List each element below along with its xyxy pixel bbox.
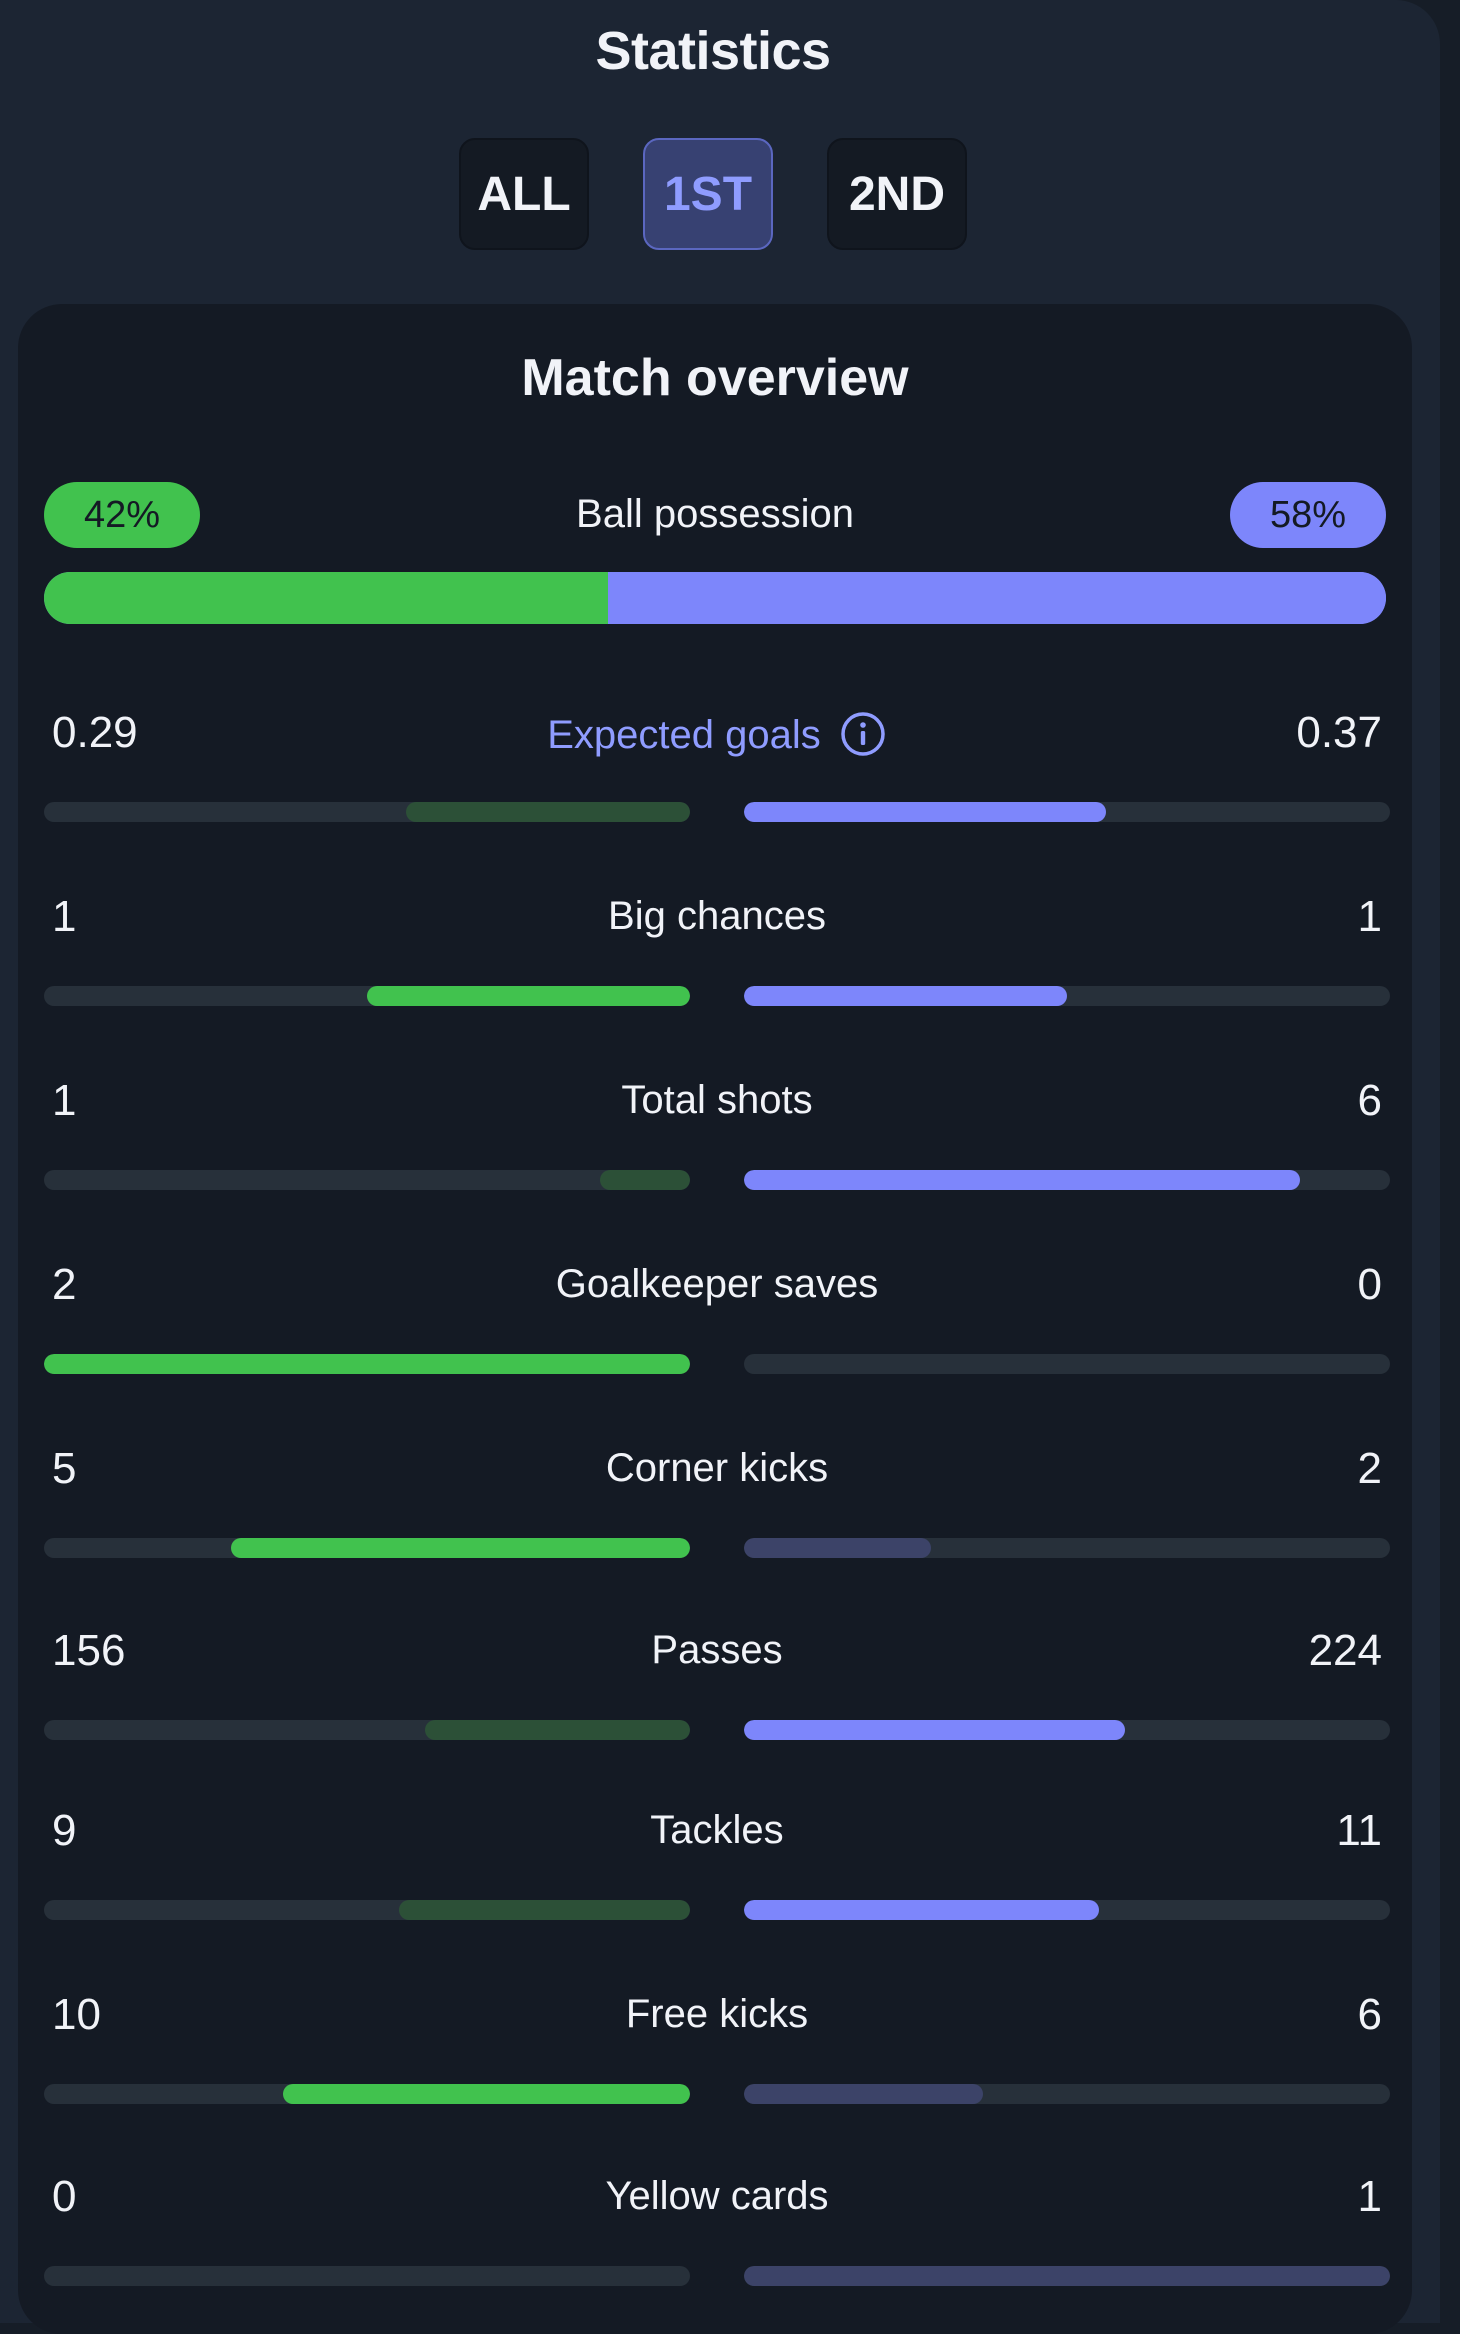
home-bar-track (44, 1538, 690, 1558)
away-value-tackles: 11 (1336, 1806, 1382, 1855)
home-value-total-shots: 1 (52, 1076, 77, 1125)
away-value-passes: 224 (1308, 1626, 1382, 1675)
stat-label-text: Tackles (650, 1808, 784, 1852)
period-tabs: ALL 1ST 2ND (0, 138, 1426, 250)
away-bar-track (744, 986, 1390, 1006)
tab-2nd[interactable]: 2ND (827, 138, 967, 250)
away-value-corner-kicks: 2 (1357, 1444, 1382, 1493)
home-value-yellow-cards: 0 (52, 2172, 77, 2221)
home-possession-badge: 42% (44, 482, 200, 548)
stat-row-yellow-cards: 0 Yellow cards 1 (44, 2172, 1390, 2292)
stat-label-corner-kicks: Corner kicks (44, 1446, 1390, 1491)
stat-label-text: Yellow cards (605, 2174, 829, 2218)
home-value-free-kicks: 10 (52, 1990, 101, 2039)
away-value-big-chances: 1 (1357, 892, 1382, 941)
home-bar-fill (599, 1170, 690, 1190)
away-bar-track (744, 1170, 1390, 1190)
home-value-goalkeeper-saves: 2 (52, 1260, 77, 1309)
stat-label-text: Free kicks (625, 1992, 809, 2036)
away-bar-fill (744, 1538, 932, 1558)
stat-row-tackles: 9 Tackles 11 (44, 1806, 1390, 1926)
stat-label-yellow-cards: Yellow cards (44, 2174, 1390, 2219)
info-icon[interactable] (839, 710, 887, 758)
stat-label-expected-goals[interactable]: Expected goals (44, 710, 1390, 758)
away-value-total-shots: 6 (1357, 1076, 1382, 1125)
away-bar-track (744, 1354, 1390, 1374)
away-value-free-kicks: 6 (1357, 1990, 1382, 2039)
stat-label-free-kicks: Free kicks (44, 1992, 1390, 2037)
away-bar-track (744, 1900, 1390, 1920)
stat-row-passes: 156 Passes 224 (44, 1626, 1390, 1746)
home-value-corner-kicks: 5 (52, 1444, 77, 1493)
stat-label-text: Passes (651, 1628, 783, 1672)
home-bar-fill (405, 802, 690, 822)
away-bar-track (744, 802, 1390, 822)
away-bar-fill (744, 1170, 1300, 1190)
away-bar-track (744, 2266, 1390, 2286)
stat-label-big-chances: Big chances (44, 894, 1390, 939)
home-bar-track (44, 1720, 690, 1740)
stat-row-corner-kicks: 5 Corner kicks 2 (44, 1444, 1390, 1564)
stat-row-big-chances: 1 Big chances 1 (44, 892, 1390, 1012)
tab-all[interactable]: ALL (459, 138, 589, 250)
home-bar-track (44, 2266, 690, 2286)
stat-label-passes: Passes (44, 1628, 1390, 1673)
stat-row-goalkeeper-saves: 2 Goalkeeper saves 0 (44, 1260, 1390, 1380)
stat-label-text: Expected goals (547, 713, 821, 757)
stat-label-tackles: Tackles (44, 1808, 1390, 1853)
home-bar-fill (367, 986, 690, 1006)
home-value-big-chances: 1 (52, 892, 77, 941)
away-bar-track (744, 1720, 1390, 1740)
stat-label-text: Corner kicks (605, 1446, 829, 1490)
card-title: Match overview (521, 349, 909, 407)
away-value-yellow-cards: 1 (1357, 2172, 1382, 2221)
stat-label-text: Big chances (608, 894, 826, 938)
possession-row: 42% Ball possession 58% (44, 482, 1386, 548)
home-bar-fill (399, 1900, 690, 1920)
match-overview-card: Match overview 42% Ball possession 58% 0… (18, 304, 1412, 2334)
away-bar-track (744, 1538, 1390, 1558)
home-bar-track (44, 2084, 690, 2104)
away-possession-badge: 58% (1230, 482, 1386, 548)
possession-bar-away (607, 572, 1386, 624)
away-value-goalkeeper-saves: 0 (1357, 1260, 1382, 1309)
away-bar-fill (744, 1720, 1126, 1740)
away-value-expected-goals: 0.37 (1296, 708, 1382, 757)
away-bar-fill (744, 1900, 1100, 1920)
stat-row-expected-goals: 0.29 Expected goals 0.37 (44, 708, 1390, 828)
home-bar-fill (283, 2084, 690, 2104)
home-bar-fill (44, 1354, 690, 1374)
stat-label-total-shots: Total shots (44, 1078, 1390, 1123)
home-bar-fill (425, 1720, 690, 1740)
home-bar-track (44, 986, 690, 1006)
possession-bar (44, 572, 1386, 624)
home-bar-track (44, 1354, 690, 1374)
possession-bar-home (44, 572, 608, 624)
away-bar-fill (744, 986, 1067, 1006)
away-bar-fill (744, 2084, 984, 2104)
away-bar-fill (744, 802, 1106, 822)
home-bar-track (44, 1170, 690, 1190)
stat-label-text: Total shots (621, 1078, 813, 1122)
tab-1st[interactable]: 1ST (643, 138, 773, 250)
home-bar-fill (231, 1538, 690, 1558)
away-bar-fill (744, 2266, 1390, 2286)
home-bar-track (44, 1900, 690, 1920)
stat-row-free-kicks: 10 Free kicks 6 (44, 1990, 1390, 2110)
home-bar-track (44, 802, 690, 822)
stat-row-total-shots: 1 Total shots 6 (44, 1076, 1390, 1196)
home-value-tackles: 9 (52, 1806, 77, 1855)
stat-label-text: Goalkeeper saves (555, 1262, 879, 1306)
page-title: Statistics (595, 21, 831, 81)
home-value-expected-goals: 0.29 (52, 708, 138, 757)
home-value-passes: 156 (52, 1626, 126, 1675)
possession-label: Ball possession (576, 492, 854, 536)
away-bar-track (744, 2084, 1390, 2104)
stat-label-goalkeeper-saves: Goalkeeper saves (44, 1262, 1390, 1307)
